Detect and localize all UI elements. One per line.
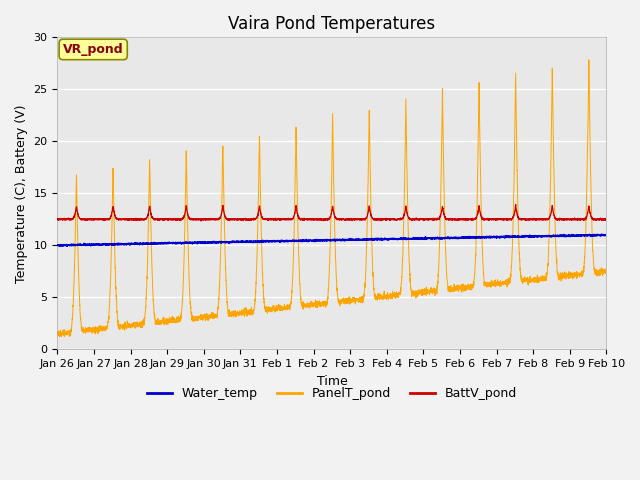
- Legend: Water_temp, PanelT_pond, BattV_pond: Water_temp, PanelT_pond, BattV_pond: [142, 383, 522, 406]
- Title: Vaira Pond Temperatures: Vaira Pond Temperatures: [228, 15, 435, 33]
- Y-axis label: Temperature (C), Battery (V): Temperature (C), Battery (V): [15, 104, 28, 283]
- X-axis label: Time: Time: [317, 374, 348, 388]
- Text: VR_pond: VR_pond: [63, 43, 124, 56]
